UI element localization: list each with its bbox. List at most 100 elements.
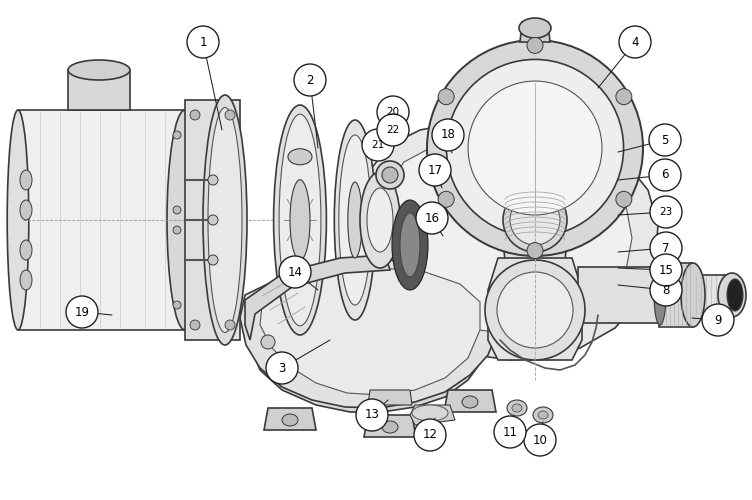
Circle shape — [619, 26, 651, 58]
Circle shape — [362, 129, 394, 161]
Polygon shape — [18, 110, 185, 330]
Circle shape — [377, 96, 409, 128]
Ellipse shape — [497, 272, 573, 348]
Ellipse shape — [20, 240, 32, 260]
Circle shape — [414, 419, 446, 451]
Ellipse shape — [367, 188, 393, 252]
Polygon shape — [520, 22, 550, 42]
Ellipse shape — [681, 263, 705, 327]
Polygon shape — [250, 278, 490, 412]
Text: 6: 6 — [661, 168, 669, 181]
Polygon shape — [370, 120, 658, 360]
Text: 17: 17 — [427, 164, 442, 176]
Ellipse shape — [173, 226, 181, 234]
Polygon shape — [245, 255, 390, 340]
Ellipse shape — [208, 108, 242, 332]
Circle shape — [377, 114, 409, 146]
Ellipse shape — [360, 172, 400, 268]
Text: 16: 16 — [424, 212, 439, 224]
Ellipse shape — [616, 192, 632, 208]
Ellipse shape — [288, 149, 312, 165]
Circle shape — [416, 202, 448, 234]
Ellipse shape — [190, 110, 200, 120]
Ellipse shape — [190, 320, 200, 330]
Circle shape — [649, 159, 681, 191]
Text: 9: 9 — [714, 314, 722, 326]
Text: 4: 4 — [631, 36, 638, 49]
Text: 13: 13 — [365, 408, 380, 422]
Ellipse shape — [438, 88, 454, 104]
Ellipse shape — [20, 270, 32, 290]
Polygon shape — [388, 136, 632, 334]
Text: 8: 8 — [663, 284, 670, 296]
Polygon shape — [410, 405, 455, 425]
Ellipse shape — [282, 414, 298, 426]
Circle shape — [524, 424, 556, 456]
Circle shape — [494, 416, 526, 448]
Text: 2: 2 — [306, 74, 314, 86]
Ellipse shape — [208, 175, 218, 185]
Ellipse shape — [290, 180, 310, 260]
Text: 18: 18 — [441, 128, 456, 141]
Ellipse shape — [382, 421, 398, 433]
Circle shape — [650, 274, 682, 306]
Ellipse shape — [339, 135, 371, 305]
Ellipse shape — [616, 88, 632, 104]
Ellipse shape — [447, 60, 623, 236]
Circle shape — [650, 254, 682, 286]
Ellipse shape — [400, 213, 420, 277]
Ellipse shape — [208, 255, 218, 265]
Polygon shape — [68, 70, 130, 110]
Text: 14: 14 — [287, 266, 302, 278]
Text: 11: 11 — [502, 426, 517, 438]
Ellipse shape — [503, 188, 567, 252]
Ellipse shape — [382, 167, 398, 183]
Circle shape — [649, 124, 681, 156]
Ellipse shape — [392, 200, 428, 290]
Ellipse shape — [654, 265, 666, 325]
Text: 5: 5 — [661, 134, 669, 146]
Text: 15: 15 — [659, 264, 674, 276]
Polygon shape — [240, 260, 500, 408]
Text: 7: 7 — [663, 242, 670, 254]
Ellipse shape — [20, 170, 32, 190]
Circle shape — [702, 304, 734, 336]
Polygon shape — [694, 275, 730, 315]
Polygon shape — [488, 258, 582, 360]
Ellipse shape — [8, 110, 29, 330]
Ellipse shape — [485, 260, 585, 360]
Text: 23: 23 — [660, 207, 672, 217]
Ellipse shape — [519, 18, 551, 38]
Ellipse shape — [203, 95, 247, 345]
Ellipse shape — [438, 192, 454, 208]
Ellipse shape — [512, 404, 522, 412]
Text: 21: 21 — [371, 140, 384, 150]
Text: 3: 3 — [278, 362, 286, 374]
Ellipse shape — [412, 405, 448, 421]
Circle shape — [356, 399, 388, 431]
Polygon shape — [364, 415, 416, 437]
Polygon shape — [444, 390, 496, 412]
Ellipse shape — [261, 335, 275, 349]
Ellipse shape — [208, 215, 218, 225]
Polygon shape — [264, 408, 316, 430]
Ellipse shape — [225, 320, 235, 330]
Ellipse shape — [727, 279, 743, 311]
Circle shape — [187, 26, 219, 58]
Ellipse shape — [510, 195, 560, 245]
Circle shape — [279, 256, 311, 288]
Polygon shape — [500, 215, 570, 280]
Ellipse shape — [376, 161, 404, 189]
Circle shape — [66, 296, 98, 328]
Text: 19: 19 — [74, 306, 89, 318]
Ellipse shape — [167, 110, 203, 330]
Ellipse shape — [173, 131, 181, 139]
Ellipse shape — [527, 242, 543, 258]
Ellipse shape — [538, 411, 548, 419]
Circle shape — [650, 232, 682, 264]
Circle shape — [650, 196, 682, 228]
Circle shape — [294, 64, 326, 96]
Polygon shape — [659, 263, 692, 327]
Ellipse shape — [225, 110, 235, 120]
Ellipse shape — [20, 200, 32, 220]
